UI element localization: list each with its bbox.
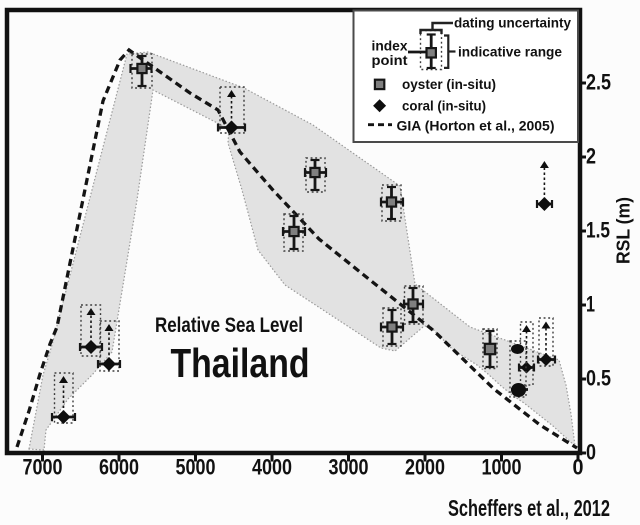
svg-text:dating uncertainty: dating uncertainty — [454, 16, 571, 31]
svg-text:4000: 4000 — [252, 455, 292, 480]
svg-text:coral (in-situ): coral (in-situ) — [402, 98, 486, 113]
svg-text:0.5: 0.5 — [586, 366, 611, 391]
svg-text:point: point — [372, 53, 409, 68]
svg-text:1000: 1000 — [482, 455, 522, 480]
svg-text:indicative range: indicative range — [458, 45, 562, 60]
svg-text:2.5: 2.5 — [586, 70, 611, 95]
svg-text:RSL (m): RSL (m) — [614, 197, 634, 264]
svg-text:0: 0 — [586, 440, 596, 465]
svg-text:2000: 2000 — [405, 455, 445, 480]
svg-text:Scheffers et al., 2012: Scheffers et al., 2012 — [448, 495, 610, 521]
svg-text:1.5: 1.5 — [586, 218, 610, 243]
svg-text:Relative Sea Level: Relative Sea Level — [155, 313, 303, 337]
svg-text:oyster (in-situ): oyster (in-situ) — [402, 77, 496, 92]
svg-text:index: index — [372, 39, 408, 54]
svg-text:6000: 6000 — [99, 455, 139, 480]
svg-text:Thailand: Thailand — [171, 340, 310, 386]
svg-text:GIA (Horton et al., 2005): GIA (Horton et al., 2005) — [397, 118, 555, 133]
svg-text:5000: 5000 — [176, 455, 216, 480]
svg-text:3000: 3000 — [329, 455, 369, 480]
svg-text:0: 0 — [573, 455, 584, 480]
svg-text:1: 1 — [586, 292, 595, 317]
svg-text:7000: 7000 — [23, 455, 63, 480]
svg-text:2: 2 — [586, 144, 596, 169]
